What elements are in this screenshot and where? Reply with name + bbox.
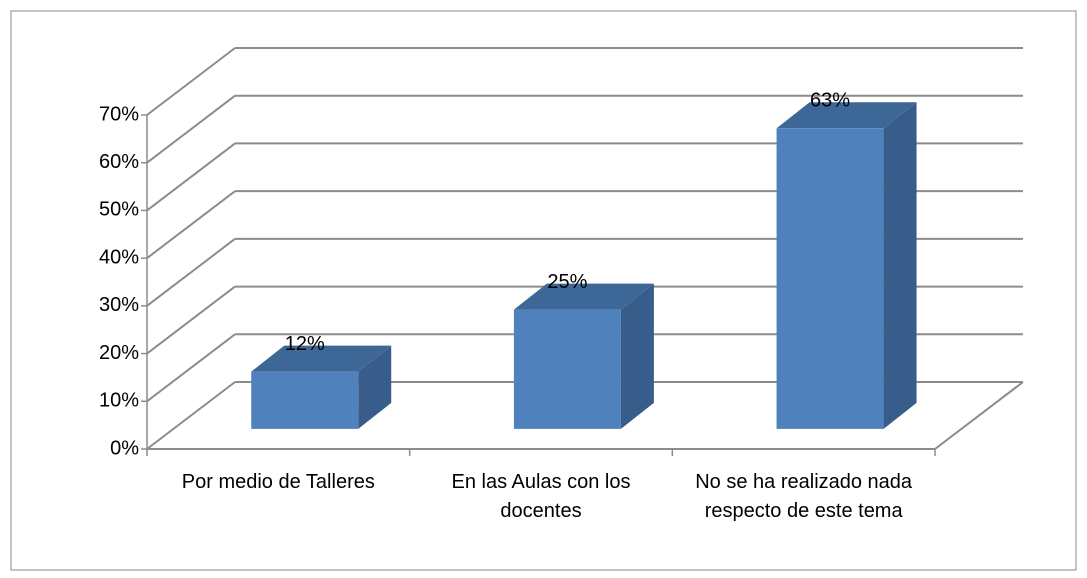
x-tick-label: En las Aulas con los docentes	[451, 471, 631, 522]
bar	[776, 128, 884, 429]
grid-line	[146, 381, 236, 450]
data-label: 25%	[547, 271, 587, 293]
y-tick-label: 40%	[99, 246, 139, 268]
data-label: 63%	[810, 90, 850, 112]
bar-side	[358, 345, 392, 429]
bar-side	[620, 283, 654, 429]
y-tick-label: 0%	[110, 437, 139, 459]
floor-edge	[934, 381, 1024, 450]
grid-line	[146, 333, 236, 403]
y-tick-label: 20%	[99, 342, 139, 364]
bar	[251, 371, 359, 429]
grid-line	[146, 285, 236, 355]
x-tick-label: Por medio de Talleres	[181, 471, 375, 493]
y-tick-label: 50%	[99, 199, 139, 221]
grid-line	[146, 142, 236, 212]
bar-top	[513, 283, 654, 310]
bar-top	[776, 102, 917, 129]
grid-line	[146, 94, 236, 164]
data-label: 12%	[285, 333, 325, 355]
grid-line	[146, 47, 236, 116]
bar-side	[883, 102, 917, 429]
bar-top	[251, 345, 392, 372]
x-tick-label: No se ha realizado nada respecto de este…	[695, 471, 913, 522]
grid-line	[146, 190, 236, 259]
y-tick-label: 10%	[99, 390, 139, 412]
y-tick-label: 70%	[99, 103, 139, 125]
y-tick-label: 60%	[99, 151, 139, 173]
grid-line	[146, 238, 236, 307]
bar	[513, 309, 621, 429]
y-tick-label: 30%	[99, 294, 139, 316]
